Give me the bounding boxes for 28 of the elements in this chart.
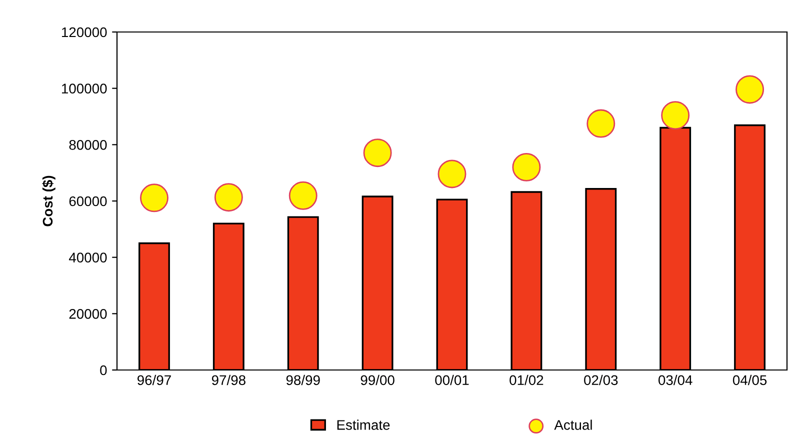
y-tick-label: 80000: [69, 140, 107, 150]
x-tick-label: 97/98: [212, 374, 246, 386]
point: [214, 183, 243, 212]
y-tick-label: 60000: [69, 196, 107, 206]
y-tick-label: 120000: [62, 27, 107, 38]
point: [140, 184, 168, 212]
point: [736, 75, 764, 104]
x-tick-label: 99/00: [360, 374, 394, 386]
y-tick-label: 0: [100, 365, 107, 376]
x-tick-label: 96/97: [137, 374, 171, 386]
point: [586, 109, 616, 138]
point: [661, 101, 690, 130]
y-tick-label: 100000: [62, 84, 107, 94]
x-tick-label: 98/99: [286, 374, 320, 386]
y-tick-label: 20000: [69, 309, 107, 319]
legend-label: Actual: [554, 420, 592, 430]
y-tick-label: 40000: [68, 252, 107, 263]
x-tick-label: 02/03: [584, 374, 618, 386]
point: [512, 152, 541, 182]
point: [438, 160, 466, 188]
x-tick-label: 01/02: [510, 374, 544, 386]
point: [363, 138, 392, 168]
x-tick-label: 03/04: [658, 374, 692, 386]
x-tick-label: 04/05: [732, 374, 767, 386]
x-tick-label: 00/01: [435, 374, 469, 386]
point: [288, 181, 318, 210]
legend-label: Estimate: [337, 420, 390, 430]
y-axis-title: Cost ($): [42, 176, 56, 226]
